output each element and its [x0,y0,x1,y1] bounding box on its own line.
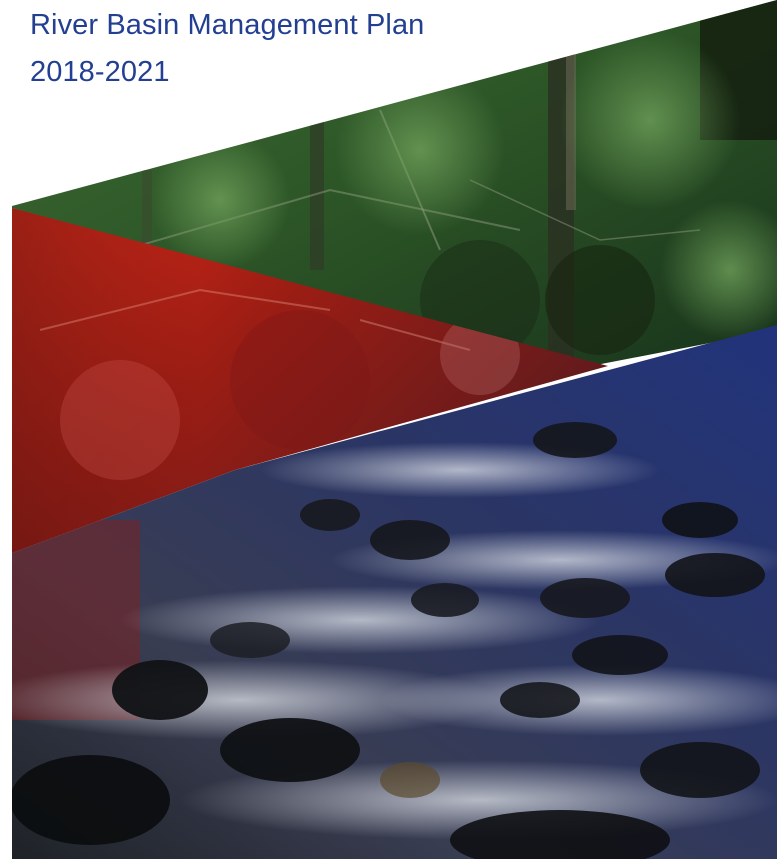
cover-title: River Basin Management Plan 2018-2021 [30,2,424,96]
title-line-2: 2018-2021 [30,56,170,88]
blue-tinted-river-band [12,325,777,859]
title-line-1: River Basin Management Plan [30,9,425,41]
